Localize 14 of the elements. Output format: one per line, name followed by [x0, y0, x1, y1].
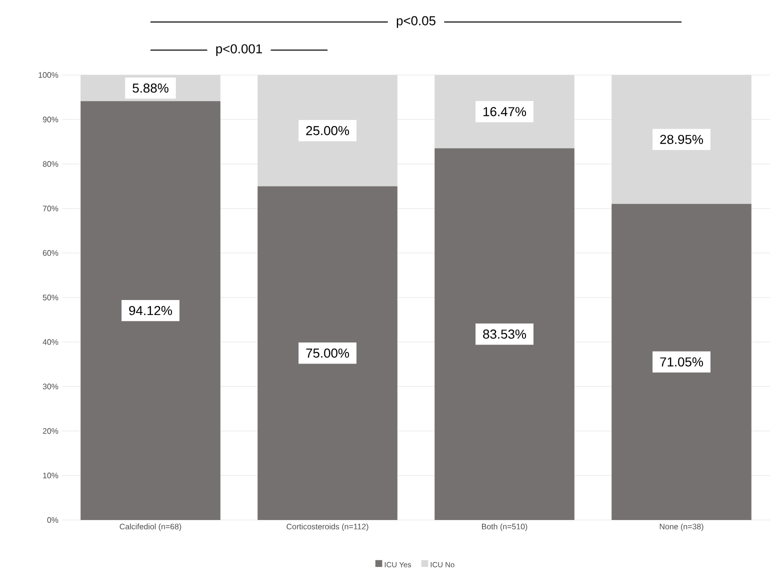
bar [80, 101, 220, 520]
text: p<0.05 [396, 16, 436, 28]
data-label: 28.95% [660, 134, 704, 144]
data-label: 25.00% [306, 126, 350, 136]
bar [434, 148, 574, 520]
data-label: 5.88% [132, 83, 168, 93]
data-label: 94.12% [129, 306, 172, 316]
data-label: 75.00% [306, 348, 350, 358]
data-label: 71.05% [660, 357, 704, 366]
bar [258, 186, 398, 520]
bar [612, 204, 752, 520]
data-label: 16.47% [484, 107, 526, 116]
data-label: 83.53% [483, 330, 526, 339]
text: p<0.001 [216, 44, 262, 56]
